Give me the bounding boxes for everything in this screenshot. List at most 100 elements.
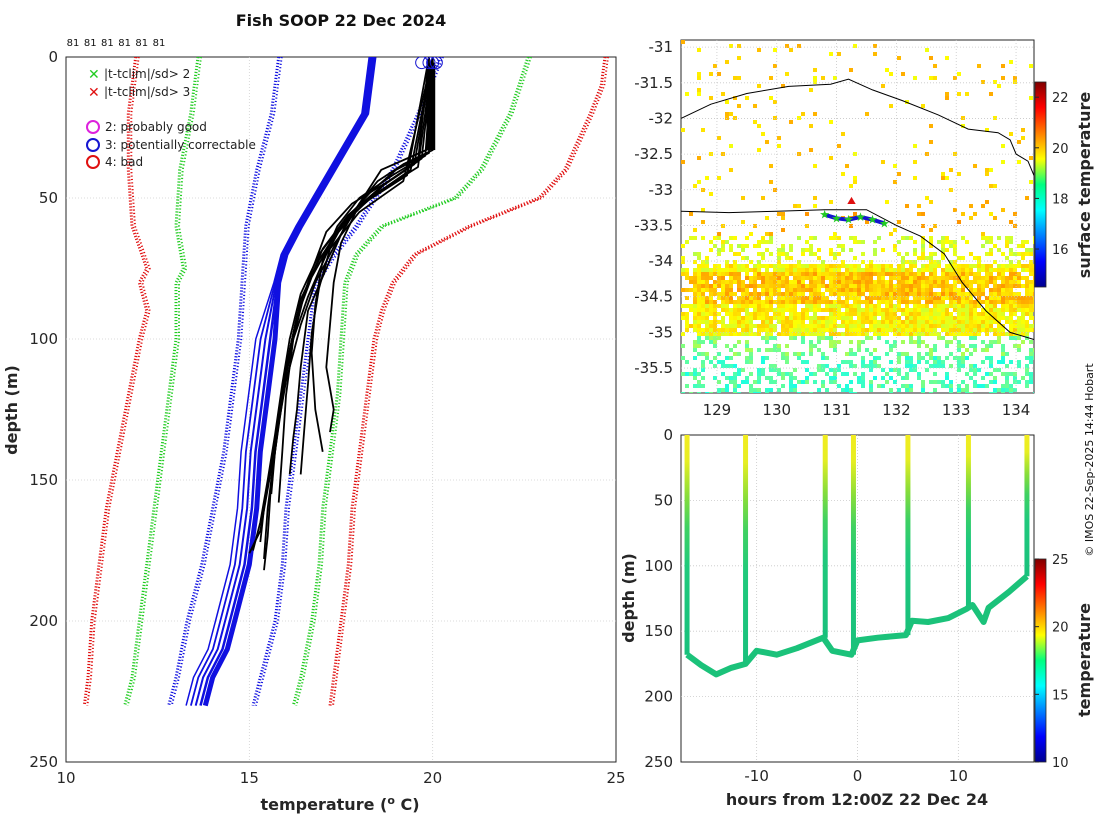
sst-pixel bbox=[713, 344, 717, 348]
sst-pixel bbox=[1025, 308, 1029, 312]
sst-pixel bbox=[957, 220, 961, 224]
sst-pixel bbox=[701, 308, 705, 312]
sst-pixel bbox=[853, 308, 857, 312]
sst-pixel bbox=[809, 352, 813, 356]
sst-pixel bbox=[685, 276, 689, 280]
sst-pixel bbox=[885, 296, 889, 300]
sst-pixel bbox=[905, 364, 909, 368]
sst-pixel bbox=[853, 240, 857, 244]
sst-pixel bbox=[809, 332, 813, 336]
sst-pixel bbox=[697, 300, 701, 304]
sst-pixel bbox=[765, 332, 769, 336]
sst-pixel bbox=[837, 332, 841, 336]
sst-pixel bbox=[817, 280, 821, 284]
sst-pixel bbox=[981, 288, 985, 292]
sst-pixel bbox=[885, 264, 889, 268]
sst-pixel bbox=[1025, 292, 1029, 296]
sst-pixel bbox=[685, 360, 689, 364]
sst-pixel bbox=[1025, 336, 1029, 340]
sst-pixel bbox=[885, 332, 889, 336]
sst-pixel bbox=[733, 320, 737, 324]
sst-pixel bbox=[773, 308, 777, 312]
sst-pixel bbox=[897, 316, 901, 320]
section-colorbar-label: temperature bbox=[1075, 603, 1094, 717]
sst-pixel bbox=[921, 308, 925, 312]
sst-pixel bbox=[845, 352, 849, 356]
sst-pixel bbox=[801, 308, 805, 312]
sst-pixel bbox=[985, 324, 989, 328]
sst-pixel bbox=[1029, 180, 1033, 184]
sst-pixel bbox=[989, 308, 993, 312]
sst-pixel bbox=[929, 260, 933, 264]
sst-pixel bbox=[697, 268, 701, 272]
sst-pixel bbox=[681, 160, 685, 164]
sst-pixel bbox=[877, 264, 881, 268]
sst-pixel bbox=[993, 312, 997, 316]
y-tick-label: 200 bbox=[29, 612, 58, 630]
sst-pixel bbox=[933, 76, 937, 80]
sst-pixel bbox=[765, 284, 769, 288]
sst-pixel bbox=[873, 268, 877, 272]
sst-pixel bbox=[973, 336, 977, 340]
sst-pixel bbox=[841, 280, 845, 284]
sst-pixel bbox=[805, 368, 809, 372]
sst-pixel bbox=[769, 380, 773, 384]
sst-pixel bbox=[1033, 304, 1034, 308]
sst-pixel bbox=[1013, 252, 1017, 256]
sst-pixel bbox=[985, 172, 989, 176]
sst-pixel bbox=[765, 392, 769, 393]
sst-pixel bbox=[725, 332, 729, 336]
section-grid bbox=[681, 435, 1034, 762]
sst-pixel bbox=[865, 296, 869, 300]
sst-pixel bbox=[977, 384, 981, 388]
sst-pixel bbox=[905, 276, 909, 280]
sst-pixel bbox=[809, 148, 813, 152]
sst-pixel bbox=[961, 332, 965, 336]
sst-pixel bbox=[913, 308, 917, 312]
sst-pixel bbox=[737, 308, 741, 312]
cb-tick-label: 16 bbox=[1052, 243, 1069, 258]
sst-pixel bbox=[925, 268, 929, 272]
sst-pixel bbox=[933, 64, 937, 68]
sst-pixel bbox=[929, 296, 933, 300]
sst-pixel bbox=[945, 96, 949, 100]
sst-pixel bbox=[813, 280, 817, 284]
sst-pixel bbox=[777, 312, 781, 316]
sst-pixel bbox=[985, 308, 989, 312]
sst-pixel bbox=[929, 76, 933, 80]
sst-pixel bbox=[981, 292, 985, 296]
sst-pixel bbox=[785, 320, 789, 324]
sst-pixel bbox=[737, 272, 741, 276]
sst-pixel bbox=[781, 316, 785, 320]
sst-pixel bbox=[777, 296, 781, 300]
sst-pixel bbox=[785, 324, 789, 328]
sst-pixel bbox=[853, 284, 857, 288]
sst-pixel bbox=[949, 296, 953, 300]
sst-pixel bbox=[989, 340, 993, 344]
sst-pixel bbox=[753, 332, 757, 336]
sst-pixel bbox=[1029, 64, 1033, 68]
sst-pixel bbox=[841, 388, 845, 392]
count-labels: 81 81 81 81 81 81 bbox=[67, 38, 166, 49]
sst-pixel bbox=[905, 388, 909, 392]
sst-pixel bbox=[1017, 252, 1021, 256]
sst-pixel bbox=[785, 44, 789, 48]
sst-pixel bbox=[721, 276, 725, 280]
sst-pixel bbox=[1017, 264, 1021, 268]
sst-pixel bbox=[805, 332, 809, 336]
sst-pixel bbox=[809, 284, 813, 288]
sst-pixel bbox=[869, 308, 873, 312]
sst-pixel bbox=[881, 328, 885, 332]
sst-pixel bbox=[973, 256, 977, 260]
sst-pixel bbox=[845, 268, 849, 272]
sst-pixel bbox=[853, 288, 857, 292]
sst-pixel bbox=[957, 264, 961, 268]
sst-pixel bbox=[845, 324, 849, 328]
sst-pixel bbox=[793, 316, 797, 320]
sst-pixel bbox=[745, 288, 749, 292]
sst-pixel bbox=[1009, 260, 1013, 264]
sst-pixel bbox=[829, 368, 833, 372]
sst-pixel bbox=[717, 328, 721, 332]
sst-pixel bbox=[721, 268, 725, 272]
sst-pixel bbox=[953, 264, 957, 268]
